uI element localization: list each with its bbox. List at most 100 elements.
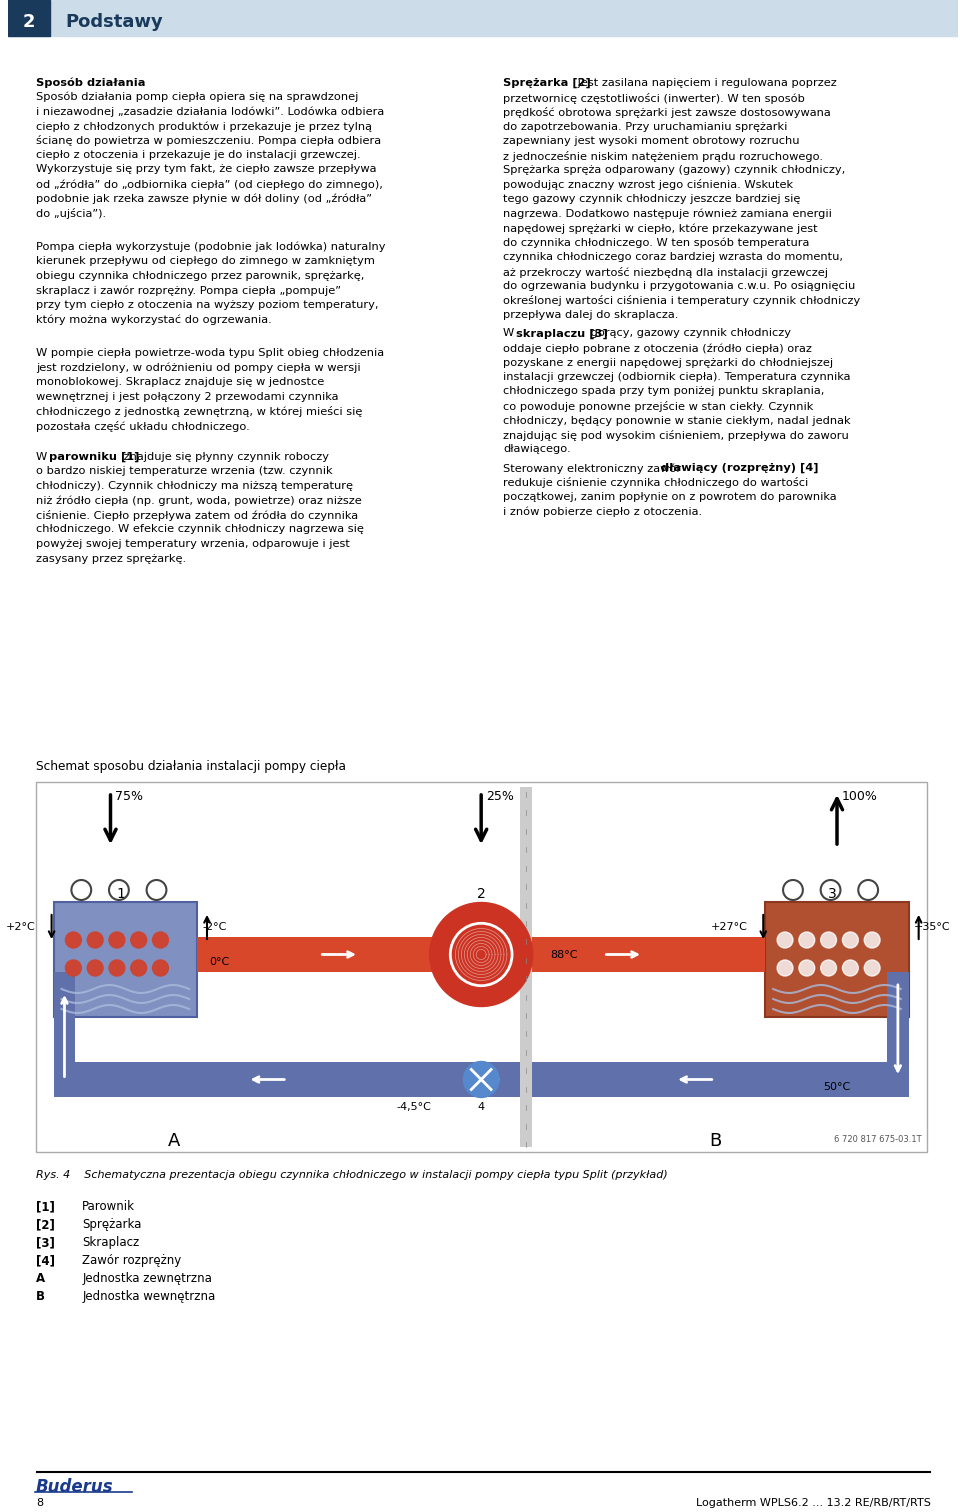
Text: ciepło z chłodzonych produktów i przekazuje je przez tylną: ciepło z chłodzonych produktów i przekaz…	[36, 121, 372, 132]
Circle shape	[153, 960, 168, 977]
Text: Buderus: Buderus	[36, 1479, 113, 1495]
Circle shape	[153, 931, 168, 948]
Text: i znów pobierze ciepło z otoczenia.: i znów pobierze ciepło z otoczenia.	[503, 507, 702, 517]
Text: niż źródło ciepła (np. grunt, woda, powietrze) oraz niższe: niż źródło ciepła (np. grunt, woda, powi…	[36, 496, 362, 507]
Text: 0°C: 0°C	[209, 957, 229, 968]
Text: 25%: 25%	[486, 789, 514, 803]
Bar	[8, 0, 50, 36]
Circle shape	[777, 931, 793, 948]
Text: obiegu czynnika chłodniczego przez parownik, sprężarkę,: obiegu czynnika chłodniczego przez parow…	[36, 271, 364, 281]
Text: dławiącego.: dławiącego.	[503, 445, 570, 455]
Text: powodując znaczny wzrost jego ciśnienia. Wskutek: powodując znaczny wzrost jego ciśnienia.…	[503, 180, 793, 191]
Circle shape	[87, 960, 103, 977]
Bar	[197, 937, 765, 972]
Text: podobnie jak rzeka zawsze płynie w dół doliny (od „źródła”: podobnie jak rzeka zawsze płynie w dół d…	[36, 194, 372, 204]
Text: do „ujścia”).: do „ujścia”).	[36, 209, 106, 219]
Text: +35°C: +35°C	[914, 922, 950, 931]
Circle shape	[777, 960, 793, 977]
Text: Sprężarka [2]: Sprężarka [2]	[503, 79, 590, 88]
Circle shape	[843, 960, 858, 977]
Text: dławiący (rozprężny) [4]: dławiący (rozprężny) [4]	[661, 463, 819, 473]
Circle shape	[799, 931, 815, 948]
Text: Jednostka wewnętrzna: Jednostka wewnętrzna	[83, 1290, 216, 1303]
Text: pozostała część układu chłodniczego.: pozostała część układu chłodniczego.	[36, 420, 250, 431]
Bar	[887, 972, 909, 1061]
Text: Parownik: Parownik	[83, 1201, 135, 1213]
Text: co powoduje ponowne przejście w stan ciekły. Czynnik: co powoduje ponowne przejście w stan cie…	[503, 401, 813, 411]
Text: Sprężarka spręża odparowany (gazowy) czynnik chłodniczy,: Sprężarka spręża odparowany (gazowy) czy…	[503, 165, 845, 175]
Text: nagrzewa. Dodatkowo następuje również zamiana energii: nagrzewa. Dodatkowo następuje również za…	[503, 209, 831, 219]
Text: -4,5°C: -4,5°C	[396, 1102, 432, 1111]
Text: 50°C: 50°C	[824, 1083, 851, 1092]
Text: W: W	[503, 328, 517, 339]
Text: ciepło z otoczenia i przekazuje je do instalacji grzewczej.: ciepło z otoczenia i przekazuje je do in…	[36, 150, 360, 160]
Text: W: W	[36, 452, 51, 463]
Text: Wykorzystuje się przy tym fakt, że ciepło zawsze przepływa: Wykorzystuje się przy tym fakt, że ciepł…	[36, 165, 376, 174]
Text: do zapotrzebowania. Przy uruchamianiu sprężarki: do zapotrzebowania. Przy uruchamianiu sp…	[503, 121, 787, 132]
Circle shape	[821, 960, 836, 977]
Text: Sprężarka: Sprężarka	[83, 1219, 142, 1231]
Bar	[519, 788, 532, 1148]
Text: 2: 2	[477, 888, 486, 901]
Text: początkowej, zanim popłynie on z powrotem do parownika: początkowej, zanim popłynie on z powrote…	[503, 491, 836, 502]
Text: powyżej swojej temperatury wrzenia, odparowuje i jest: powyżej swojej temperatury wrzenia, odpa…	[36, 538, 349, 549]
Text: redukuje ciśnienie czynnika chłodniczego do wartości: redukuje ciśnienie czynnika chłodniczego…	[503, 478, 808, 488]
Circle shape	[799, 960, 815, 977]
Text: skraplacz i zawór rozprężny. Pompa ciepła „pompuje”: skraplacz i zawór rozprężny. Pompa ciepł…	[36, 286, 341, 296]
Text: Sposób działania: Sposób działania	[36, 79, 145, 89]
Circle shape	[109, 960, 125, 977]
Text: o bardzo niskiej temperaturze wrzenia (tzw. czynnik: o bardzo niskiej temperaturze wrzenia (t…	[36, 467, 332, 476]
Text: przepływa dalej do skraplacza.: przepływa dalej do skraplacza.	[503, 310, 679, 321]
Text: Sterowany elektroniczny zawór: Sterowany elektroniczny zawór	[503, 463, 684, 473]
Text: 3: 3	[828, 888, 836, 901]
Circle shape	[864, 960, 880, 977]
Circle shape	[109, 931, 125, 948]
Text: chłodniczego z jednostką zewnętrzną, w której mieści się: chłodniczego z jednostką zewnętrzną, w k…	[36, 407, 362, 417]
Text: gorący, gazowy czynnik chłodniczy: gorący, gazowy czynnik chłodniczy	[588, 328, 791, 339]
Circle shape	[430, 903, 533, 1007]
Text: chłodniczy, będący ponownie w stanie ciekłym, nadal jednak: chłodniczy, będący ponownie w stanie cie…	[503, 416, 851, 425]
Text: 1: 1	[116, 888, 125, 901]
Text: chłodniczy). Czynnik chłodniczy ma niższą temperaturę: chłodniczy). Czynnik chłodniczy ma niższ…	[36, 481, 352, 491]
Text: zapewniany jest wysoki moment obrotowy rozruchu: zapewniany jest wysoki moment obrotowy r…	[503, 136, 800, 147]
Bar	[8, 0, 958, 36]
Bar	[54, 903, 197, 1018]
Text: skraplaczu [3]: skraplaczu [3]	[516, 328, 608, 339]
Circle shape	[464, 1061, 499, 1098]
Text: 100%: 100%	[842, 789, 877, 803]
Text: instalacji grzewczej (odbiornik ciepła). Temperatura czynnika: instalacji grzewczej (odbiornik ciepła).…	[503, 372, 851, 383]
Bar	[54, 1061, 909, 1098]
Circle shape	[131, 931, 147, 948]
Text: +2°C: +2°C	[6, 922, 36, 931]
Text: A: A	[168, 1132, 180, 1151]
Text: zasysany przez sprężarkę.: zasysany przez sprężarkę.	[36, 553, 186, 564]
Text: B: B	[36, 1290, 45, 1303]
Text: do ogrzewania budynku i przygotowania c.w.u. Po osiągnięciu: do ogrzewania budynku i przygotowania c.…	[503, 281, 855, 290]
Text: pozyskane z energii napędowej sprężarki do chłodniejszej: pozyskane z energii napędowej sprężarki …	[503, 357, 833, 367]
Text: przetwornicę częstotliwości (inwerter). W ten sposób: przetwornicę częstotliwości (inwerter). …	[503, 92, 804, 103]
Text: napędowej sprężarki w ciepło, które przekazywane jest: napędowej sprężarki w ciepło, które prze…	[503, 222, 818, 233]
Text: Logatherm WPLS6.2 ... 13.2 RE/RB/RT/RTS: Logatherm WPLS6.2 ... 13.2 RE/RB/RT/RTS	[696, 1498, 930, 1507]
Bar	[765, 903, 909, 1018]
Text: -2°C: -2°C	[202, 922, 227, 931]
Text: oddaje ciepło pobrane z otoczenia (źródło ciepła) oraz: oddaje ciepło pobrane z otoczenia (źródł…	[503, 343, 812, 354]
Text: [4]: [4]	[36, 1253, 55, 1267]
Text: W pompie ciepła powietrze-woda typu Split obieg chłodzenia: W pompie ciepła powietrze-woda typu Spli…	[36, 348, 384, 358]
Circle shape	[131, 960, 147, 977]
Bar	[54, 972, 75, 1061]
Text: Pompa ciepła wykorzystuje (podobnie jak lodówka) naturalny: Pompa ciepła wykorzystuje (podobnie jak …	[36, 242, 385, 253]
Text: aż przekroczy wartość niezbędną dla instalacji grzewczej: aż przekroczy wartość niezbędną dla inst…	[503, 266, 828, 278]
Text: 8: 8	[36, 1498, 43, 1507]
Text: jest rozdzielony, w odróżnieniu od pompy ciepła w wersji: jest rozdzielony, w odróżnieniu od pompy…	[36, 363, 360, 373]
Circle shape	[65, 960, 82, 977]
Text: 6 720 817 675-03.1T: 6 720 817 675-03.1T	[834, 1136, 922, 1145]
Text: z jednocześnie niskim natężeniem prądu rozruchowego.: z jednocześnie niskim natężeniem prądu r…	[503, 151, 823, 162]
Text: ciśnienie. Ciepło przepływa zatem od źródła do czynnika: ciśnienie. Ciepło przepływa zatem od źró…	[36, 510, 358, 522]
Text: Zawór rozprężny: Zawór rozprężny	[83, 1253, 181, 1267]
Text: Jednostka zewnętrzna: Jednostka zewnętrzna	[83, 1272, 212, 1285]
Text: Schemat sposobu działania instalacji pompy ciepła: Schemat sposobu działania instalacji pom…	[36, 761, 346, 773]
Text: +27°C: +27°C	[710, 922, 748, 931]
Text: i niezawodnej „zasadzie działania lodówki”. Lodówka odbiera: i niezawodnej „zasadzie działania lodówk…	[36, 106, 384, 116]
Text: znajdując się pod wysokim ciśnieniem, przepływa do zaworu: znajdując się pod wysokim ciśnieniem, pr…	[503, 429, 849, 442]
Text: 2: 2	[23, 14, 36, 32]
